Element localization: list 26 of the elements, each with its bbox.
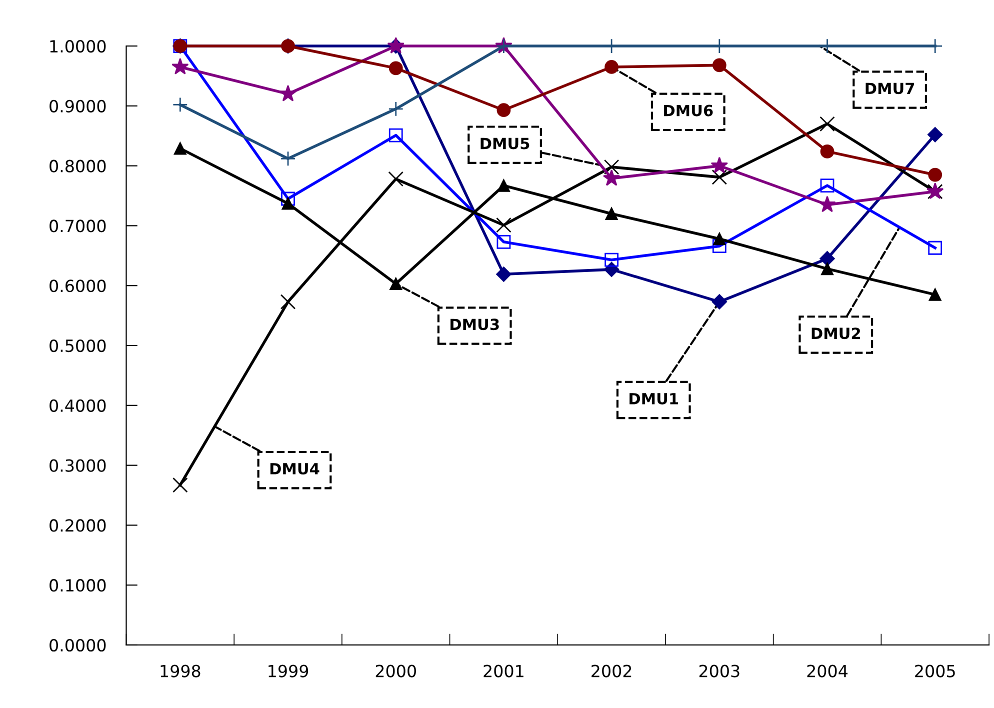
x-tick-label: 2000 [376, 664, 416, 678]
text: DMU7 [866, 82, 914, 94]
y-tick-label: 0.7000 [50, 220, 106, 232]
y-tick-label: 0.2000 [50, 519, 106, 532]
text: DMU2 [812, 328, 860, 340]
y-tick-label: 0.8000 [50, 160, 106, 172]
x-tick-label: 1998 [160, 664, 200, 678]
text: DMU1 [630, 393, 678, 404]
y-tick-label: 0.6000 [50, 280, 106, 292]
x-tick-label: 2004 [807, 664, 848, 678]
x-tick-label: 2002 [592, 664, 632, 678]
y-tick-label: 0.5000 [50, 339, 106, 352]
x-tick-label: 2005 [915, 664, 955, 678]
y-tick-label: 0.9000 [50, 100, 106, 112]
y-tick-label: 0.3000 [50, 459, 106, 472]
text: DMU5 [480, 138, 530, 150]
text: DMU4 [270, 463, 320, 475]
y-tick-label: 0.0000 [50, 638, 106, 652]
y-tick-label: 0.4000 [50, 399, 106, 412]
x-tick-label: 2001 [484, 664, 524, 678]
text: DMU3 [450, 318, 499, 330]
y-tick-label: 0.1000 [50, 579, 106, 592]
x-tick-label: 2003 [699, 664, 740, 678]
text: DMU6 [664, 104, 713, 116]
x-tick-label: 1999 [268, 664, 308, 678]
y-tick-label: 1.0000 [50, 40, 106, 53]
